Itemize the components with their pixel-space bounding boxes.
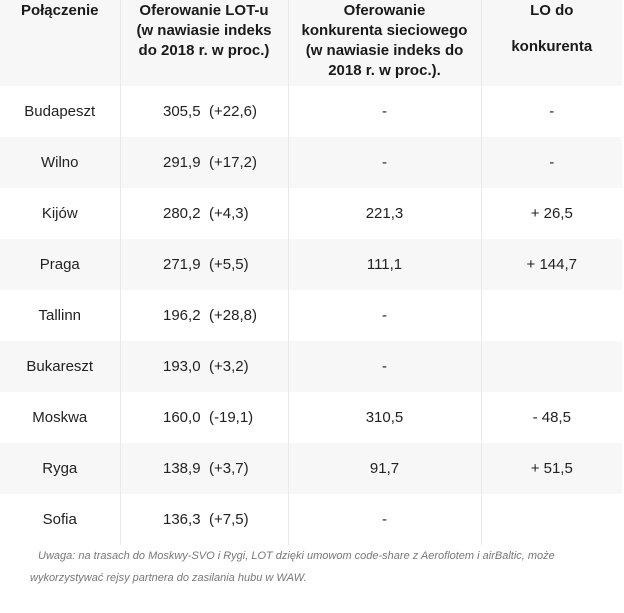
cell-competitor-offer: 91,7 xyxy=(288,443,482,494)
lot-index: (+22,6) xyxy=(209,103,257,120)
lot-value: 280,2 xyxy=(163,205,201,222)
cell-lo-vs-competitor xyxy=(481,290,622,341)
footnote: Uwaga: na trasach do Moskwy-SVO i Rygi, … xyxy=(0,545,624,589)
lot-index: (+17,2) xyxy=(209,154,257,171)
lot-index: (-19,1) xyxy=(209,409,254,426)
header-competitor-line: konkurenta sieciowego xyxy=(301,22,468,39)
table-row: Sofia 136,3 (+7,5) - xyxy=(0,494,622,545)
table-row: Bukareszt 193,0 (+3,2) - xyxy=(0,341,622,392)
cell-lot-offer: 136,3 (+7,5) xyxy=(120,494,289,545)
cell-lot-offer: 280,2 (+4,3) xyxy=(120,188,289,239)
table-row: Wilno 291,9 (+17,2) - - xyxy=(0,137,622,188)
cell-lot-offer: 271,9 (+5,5) xyxy=(120,239,289,290)
table-row: Budapeszt 305,5 (+22,6) - - xyxy=(0,86,622,137)
header-lot-offer: Oferowanie LOT-u (w nawiasie indeks do 2… xyxy=(120,0,289,86)
cell-lo-vs-competitor: - xyxy=(481,137,622,188)
cell-lot-offer: 196,2 (+28,8) xyxy=(120,290,289,341)
cell-city: Moskwa xyxy=(0,392,121,443)
cell-city: Budapeszt xyxy=(0,86,121,137)
header-connection: Połączenie xyxy=(0,0,121,86)
table-row: Kijów 280,2 (+4,3) 221,3 + 26,5 xyxy=(0,188,622,239)
cell-lo-vs-competitor: - xyxy=(481,86,622,137)
cell-lot-offer: 305,5 (+22,6) xyxy=(120,86,289,137)
footnote-line-1: Uwaga: na trasach do Moskwy-SVO i Rygi, … xyxy=(38,550,555,562)
cell-city: Bukareszt xyxy=(0,341,121,392)
table-row: Praga 271,9 (+5,5) 111,1 + 144,7 xyxy=(0,239,622,290)
lot-index: (+3,2) xyxy=(209,358,249,375)
header-lo-vs-competitor: LO do konkurenta xyxy=(481,0,622,86)
header-competitor-line: Oferowanie xyxy=(343,2,426,19)
cell-city: Kijów xyxy=(0,188,121,239)
cell-lo-vs-competitor xyxy=(481,341,622,392)
header-lot-offer-line: Oferowanie LOT-u xyxy=(139,2,269,19)
cell-competitor-offer: - xyxy=(288,494,482,545)
lot-index: (+4,3) xyxy=(209,205,249,222)
cell-competitor-offer: 310,5 xyxy=(288,392,482,443)
cell-city: Praga xyxy=(0,239,121,290)
cell-city: Wilno xyxy=(0,137,121,188)
header-competitor-offer: Oferowanie konkurenta sieciowego (w nawi… xyxy=(288,0,482,86)
footnote-line-2: wykorzystywać rejsy partnera do zasilani… xyxy=(30,572,307,584)
table-row: Tallinn 196,2 (+28,8) - xyxy=(0,290,622,341)
cell-lot-offer: 160,0 (-19,1) xyxy=(120,392,289,443)
cell-lo-vs-competitor: - 48,5 xyxy=(481,392,622,443)
flights-table: Połączenie Oferowanie LOT-u (w nawiasie … xyxy=(0,0,622,545)
lot-value: 138,9 xyxy=(163,460,201,477)
header-competitor-line: (w nawiasie indeks do xyxy=(305,42,464,59)
header-competitor-line: 2018 r. w proc.). xyxy=(328,62,441,79)
cell-city: Ryga xyxy=(0,443,121,494)
lot-value: 136,3 xyxy=(163,511,201,528)
table-header-row: Połączenie Oferowanie LOT-u (w nawiasie … xyxy=(0,0,622,86)
lot-index: (+28,8) xyxy=(209,307,257,324)
cell-competitor-offer: - xyxy=(288,137,482,188)
cell-lo-vs-competitor: + 51,5 xyxy=(481,443,622,494)
lot-index: (+3,7) xyxy=(209,460,249,477)
header-lo-line: konkurenta xyxy=(511,38,593,55)
cell-lo-vs-competitor: + 144,7 xyxy=(481,239,622,290)
cell-city: Sofia xyxy=(0,494,121,545)
cell-city: Tallinn xyxy=(0,290,121,341)
lot-value: 271,9 xyxy=(163,256,201,273)
cell-competitor-offer: 221,3 xyxy=(288,188,482,239)
cell-lot-offer: 193,0 (+3,2) xyxy=(120,341,289,392)
lot-value: 160,0 xyxy=(163,409,201,426)
cell-competitor-offer: - xyxy=(288,86,482,137)
lot-value: 305,5 xyxy=(163,103,201,120)
cell-lo-vs-competitor xyxy=(481,494,622,545)
cell-lot-offer: 291,9 (+17,2) xyxy=(120,137,289,188)
cell-competitor-offer: - xyxy=(288,341,482,392)
header-lot-offer-line: (w nawiasie indeks xyxy=(136,22,272,39)
table-row: Ryga 138,9 (+3,7) 91,7 + 51,5 xyxy=(0,443,622,494)
cell-lot-offer: 138,9 (+3,7) xyxy=(120,443,289,494)
lot-index: (+7,5) xyxy=(209,511,249,528)
cell-lo-vs-competitor: + 26,5 xyxy=(481,188,622,239)
header-lot-offer-line: do 2018 r. w proc.) xyxy=(138,42,270,59)
table-row: Moskwa 160,0 (-19,1) 310,5- 48,5 xyxy=(0,392,622,443)
lot-value: 193,0 xyxy=(163,358,201,375)
lot-index: (+5,5) xyxy=(209,256,249,273)
cell-competitor-offer: 111,1 xyxy=(288,239,482,290)
lot-value: 291,9 xyxy=(163,154,201,171)
lot-value: 196,2 xyxy=(163,307,201,324)
cell-competitor-offer: - xyxy=(288,290,482,341)
header-lo-line: LO do xyxy=(530,2,574,19)
